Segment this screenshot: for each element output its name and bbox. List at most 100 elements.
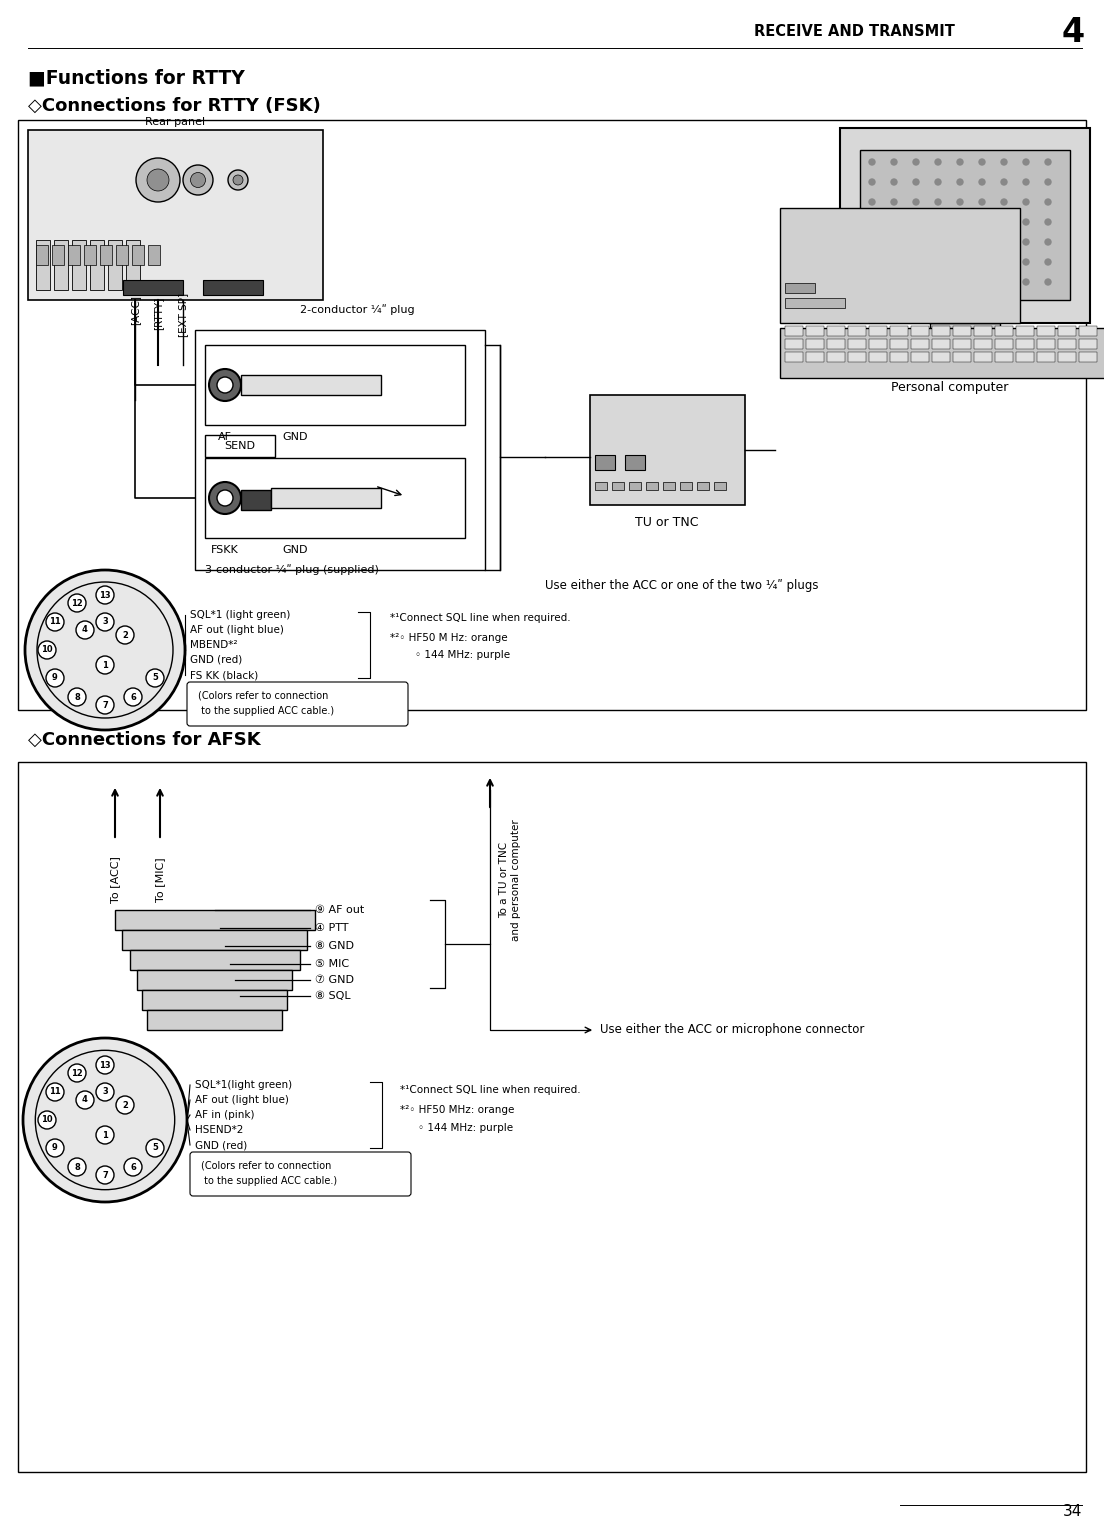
Circle shape: [46, 613, 64, 631]
Bar: [869, 326, 887, 336]
Text: 1: 1: [102, 660, 108, 669]
Bar: [28, 130, 323, 300]
Bar: [52, 246, 64, 265]
Circle shape: [1045, 239, 1051, 246]
Bar: [18, 762, 1086, 1472]
Circle shape: [23, 1039, 187, 1202]
Bar: [84, 246, 96, 265]
Text: ⑨ AF out: ⑨ AF out: [315, 904, 364, 915]
Circle shape: [913, 198, 919, 204]
Bar: [953, 352, 972, 361]
Circle shape: [979, 178, 985, 185]
Circle shape: [46, 1083, 64, 1101]
Bar: [91, 239, 104, 290]
Bar: [806, 352, 824, 361]
Text: [EXT SP]: [EXT SP]: [178, 293, 188, 337]
Text: 4: 4: [82, 1095, 88, 1104]
Bar: [974, 326, 992, 336]
Bar: [827, 326, 845, 336]
Bar: [116, 246, 128, 265]
Circle shape: [979, 220, 985, 226]
Circle shape: [913, 239, 919, 246]
Bar: [18, 120, 1086, 711]
Circle shape: [116, 625, 134, 644]
Circle shape: [1001, 220, 1007, 226]
Text: view: view: [30, 1095, 61, 1106]
Circle shape: [1045, 220, 1051, 226]
Circle shape: [957, 279, 963, 285]
Text: TU or TNC: TU or TNC: [635, 517, 699, 529]
Circle shape: [217, 377, 233, 393]
Bar: [890, 326, 907, 336]
Text: Personal computer: Personal computer: [891, 381, 1009, 395]
Bar: [1016, 352, 1034, 361]
Text: ⑧ SQL: ⑧ SQL: [315, 991, 351, 1000]
Text: 6: 6: [130, 1162, 136, 1171]
Text: *²◦ HF50 MHz: orange: *²◦ HF50 MHz: orange: [400, 1106, 514, 1115]
Text: 3: 3: [103, 618, 108, 627]
Bar: [100, 246, 112, 265]
Bar: [911, 326, 928, 336]
Bar: [629, 482, 641, 490]
Text: 4: 4: [1062, 15, 1085, 49]
Bar: [195, 329, 485, 570]
Bar: [827, 339, 845, 349]
Bar: [785, 326, 803, 336]
Circle shape: [891, 220, 896, 226]
Bar: [203, 281, 263, 294]
Circle shape: [68, 1064, 86, 1083]
Text: (Colors refer to connection: (Colors refer to connection: [198, 689, 328, 700]
Circle shape: [96, 1167, 114, 1183]
Text: ⑧ GND: ⑧ GND: [315, 941, 354, 952]
Bar: [205, 345, 465, 425]
Bar: [126, 239, 140, 290]
Circle shape: [217, 490, 233, 506]
Bar: [781, 207, 1020, 323]
Text: Rear panel: Rear panel: [145, 117, 205, 127]
Bar: [646, 482, 658, 490]
Bar: [932, 339, 951, 349]
Bar: [911, 339, 928, 349]
Bar: [806, 326, 824, 336]
Circle shape: [869, 220, 875, 226]
Text: 2-conductor ¹⁄₄ʺ plug: 2-conductor ¹⁄₄ʺ plug: [300, 305, 415, 316]
Bar: [1016, 326, 1034, 336]
Text: *¹Connect SQL line when required.: *¹Connect SQL line when required.: [390, 613, 571, 624]
Bar: [595, 482, 607, 490]
Circle shape: [1023, 198, 1029, 204]
Text: GND (red): GND (red): [190, 656, 242, 665]
Circle shape: [935, 239, 941, 246]
Circle shape: [1023, 279, 1029, 285]
Circle shape: [1023, 159, 1029, 165]
Text: *¹Connect SQL line when required.: *¹Connect SQL line when required.: [400, 1084, 581, 1095]
Text: 34: 34: [1063, 1505, 1082, 1519]
Text: 12: 12: [71, 598, 83, 607]
Text: to the supplied ACC cable.): to the supplied ACC cable.): [201, 1176, 337, 1186]
Circle shape: [76, 1090, 94, 1109]
Circle shape: [979, 159, 985, 165]
Bar: [930, 323, 1000, 336]
Bar: [130, 950, 300, 970]
Bar: [995, 326, 1013, 336]
Bar: [36, 239, 50, 290]
Bar: [108, 239, 123, 290]
Text: 9: 9: [52, 1144, 57, 1153]
Text: view: view: [30, 644, 61, 653]
Circle shape: [935, 178, 941, 185]
Text: (Rear panel: (Rear panel: [30, 627, 91, 637]
Circle shape: [96, 613, 114, 631]
Text: [ACC]: [ACC]: [130, 294, 140, 325]
Circle shape: [1001, 178, 1007, 185]
Text: SEND: SEND: [224, 441, 255, 451]
Text: 8: 8: [74, 692, 79, 702]
Bar: [890, 339, 907, 349]
Bar: [241, 375, 381, 395]
Text: AF: AF: [217, 432, 232, 442]
Circle shape: [1045, 259, 1051, 265]
Text: GND: GND: [283, 544, 308, 555]
Text: SQL*1(light green): SQL*1(light green): [195, 1080, 293, 1090]
Text: to the supplied ACC cable.): to the supplied ACC cable.): [198, 706, 335, 717]
Text: ⑦ GND: ⑦ GND: [315, 974, 354, 985]
Text: RECEIVE AND TRANSMIT: RECEIVE AND TRANSMIT: [754, 24, 955, 40]
Circle shape: [957, 259, 963, 265]
